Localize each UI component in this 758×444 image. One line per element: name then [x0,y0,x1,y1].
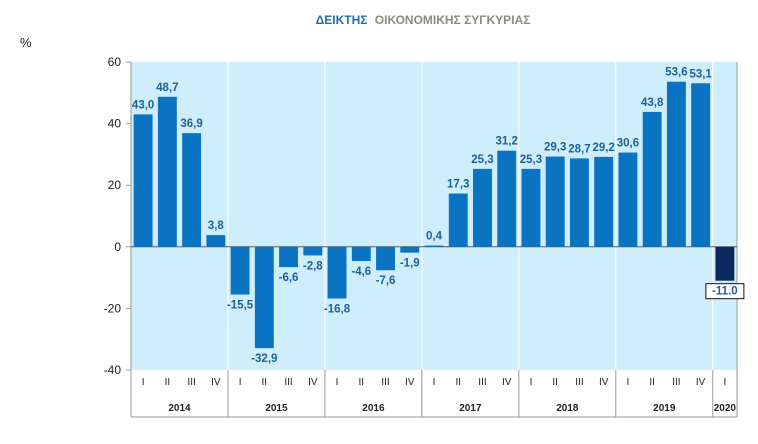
quarter-label: II [455,377,461,388]
quarter-label: I [433,377,436,388]
quarter-label: II [552,377,558,388]
y-axis-unit-label: % [20,35,32,50]
data-label: 29,2 [592,142,614,154]
data-label: -7,6 [376,275,396,287]
year-label: 2017 [459,403,482,414]
bar [473,168,492,247]
data-label: 3,8 [208,220,225,232]
year-label: 2015 [265,403,288,414]
quarter-label: IV [308,377,318,388]
y-tick-label: -40 [104,363,122,377]
bar [497,150,517,247]
y-tick-label: 20 [108,178,122,192]
quarter-label: II [649,377,655,388]
plot-area: 2014 2015 2016 2017 2018 2019 2020 60 40 20 0 -20 -4… [104,55,745,418]
bar [182,133,202,247]
quarter-label: IV [502,377,512,388]
data-label: 28,7 [568,143,590,155]
year-label: 2020 [714,403,737,414]
quarter-label: I [723,377,726,388]
data-label: 30,6 [617,138,639,150]
bar [424,245,444,247]
data-label: 17,3 [447,179,469,191]
bar-highlight [715,246,735,281]
quarter-label: I [142,377,145,388]
quarter-label: III [672,377,680,388]
quarter-label: III [478,377,486,388]
data-label: -16,8 [324,304,351,316]
bar [351,246,371,261]
data-label: -11.0 [712,286,738,298]
bar [642,111,662,247]
data-label: 31,2 [496,136,518,148]
bar [400,246,420,253]
year-label: 2018 [556,403,579,414]
bar [691,83,711,247]
bar [448,193,468,247]
quarter-label: IV [599,377,609,388]
year-label: 2019 [653,403,676,414]
bar [618,152,638,247]
quarter-label: I [530,377,533,388]
quarter-label: IV [696,377,706,388]
data-label: 36,9 [180,118,202,130]
quarter-label: IV [405,377,415,388]
quarter-label: III [187,377,195,388]
quarter-label: III [284,377,292,388]
bar [133,114,153,247]
y-tick-label: 60 [108,55,122,69]
data-label: 25,3 [520,154,542,166]
data-label: 25,3 [471,154,493,166]
chart-title-part1: ΔΕΙΚΤΗΣ [316,13,368,27]
data-label: -32,9 [251,353,277,365]
quarter-label: II [358,377,364,388]
bar [303,246,323,256]
chart-title-part2: ΟΙΚΟΝΟΜΙΚΗΣ ΣΥΓΚΥΡΙΑΣ [375,13,531,27]
bar [376,246,395,271]
data-label-box [705,283,745,300]
quarter-label: I [627,377,630,388]
bar [327,246,347,299]
chart-title: ΔΕΙΚΤΗΣ ΟΙΚΟΝΟΜΙΚΗΣ ΣΥΓΚΥΡΙΑΣ [316,13,531,27]
data-label: -4,6 [351,266,371,278]
y-tick-label: 0 [114,240,121,254]
quarter-label: IV [211,377,221,388]
bar [279,246,299,268]
quarter-label: I [239,377,242,388]
data-label: 53,6 [665,67,687,79]
data-label: -15,5 [227,300,254,312]
bar [545,156,565,247]
quarter-label: II [262,377,268,388]
bar [206,235,226,247]
data-label: -6,6 [279,272,299,284]
y-tick-label: 40 [108,117,122,131]
year-label: 2014 [168,403,191,414]
bar [569,158,589,247]
bar [666,81,686,247]
y-tick-label: -20 [104,301,122,315]
data-label: -1,9 [400,258,420,270]
bar [230,246,250,295]
year-label: 2016 [362,403,385,414]
quarter-label: II [165,377,171,388]
data-label: 0,4 [426,231,443,243]
bar [521,168,541,247]
bar [594,156,614,247]
data-label: 43,8 [641,97,664,109]
data-label: 29,3 [544,142,566,154]
quarter-label: III [381,377,389,388]
bar [157,96,177,247]
data-label: 43,0 [132,99,154,111]
bar [254,246,274,349]
quarter-label: III [575,377,583,388]
quarter-label: I [336,377,339,388]
data-label: -2,8 [303,260,323,272]
data-label: 53,1 [689,68,712,80]
data-label: 48,7 [156,82,178,94]
